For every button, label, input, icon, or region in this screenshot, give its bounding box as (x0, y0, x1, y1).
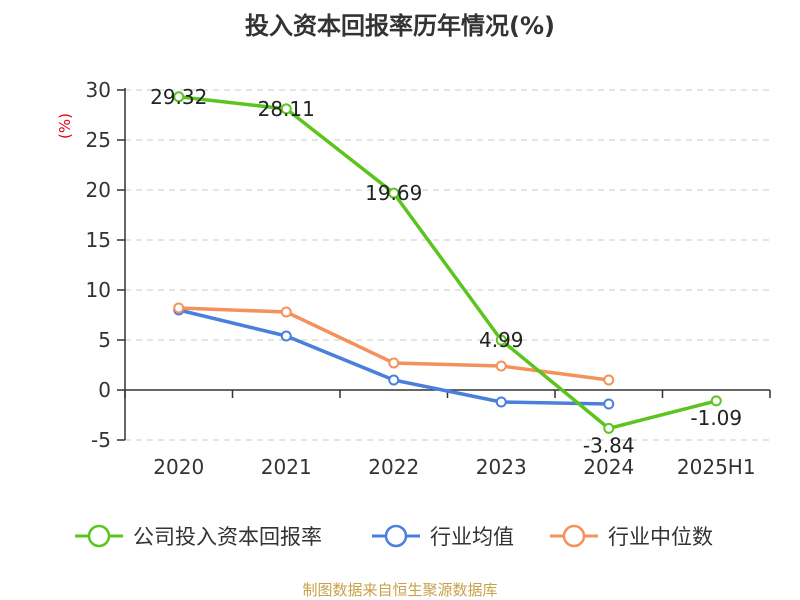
y-tick-label: 5 (98, 328, 111, 352)
source-note: 制图数据来自恒生聚源数据库 (302, 581, 497, 599)
x-tick-label: 2022 (368, 455, 419, 479)
data-point (710, 395, 722, 407)
x-tick-label: 2025H1 (677, 455, 756, 479)
legend-label: 公司投入资本回报率 (133, 525, 322, 549)
series (173, 91, 722, 434)
data-labels: 29.32 28.11 19.69 4.99 -3.84 -1.09 (150, 85, 742, 458)
x-tick-label: 2024 (583, 455, 634, 479)
y-tick-label: 15 (86, 228, 111, 252)
data-label: 4.99 (479, 328, 524, 352)
grid-lines (125, 89, 770, 441)
data-label: -1.09 (690, 406, 742, 430)
data-point (495, 360, 507, 372)
chart-title: 投入资本回报率历年情况(%) (245, 12, 555, 40)
legend-label: 行业均值 (430, 525, 514, 549)
series-line-2 (178, 306, 609, 382)
x-tick-label: 2023 (476, 455, 527, 479)
data-point (388, 357, 400, 369)
data-point (388, 187, 400, 199)
data-label: 28.11 (258, 97, 315, 121)
data-point (603, 374, 615, 386)
x-tick-label: 2020 (153, 455, 204, 479)
data-point (603, 398, 615, 410)
y-tick-label: 25 (86, 128, 111, 152)
y-tick-label: 0 (98, 378, 111, 402)
legend-swatch-marker (384, 524, 408, 548)
legend: 公司投入资本回报率 行业均值 行业中位数 (75, 524, 713, 549)
data-label: -3.84 (583, 433, 635, 457)
data-point (495, 396, 507, 408)
data-point (280, 330, 292, 342)
axes: 30 25 20 15 10 5 0 -5 2020 2021 2022 2023 2024 2025H1 (86, 78, 771, 479)
data-point (173, 302, 185, 314)
y-tick-label: -5 (91, 428, 111, 452)
data-point (388, 374, 400, 386)
y-tick-label: 10 (86, 278, 111, 302)
legend-swatch-marker (562, 524, 586, 548)
y-tick-label: 30 (86, 78, 111, 102)
series-line-0 (178, 95, 717, 431)
data-point (280, 306, 292, 318)
legend-label: 行业中位数 (608, 525, 713, 549)
data-point (173, 91, 185, 103)
legend-swatch-marker (87, 524, 111, 548)
y-tick-label: 20 (86, 178, 111, 202)
x-tick-label: 2021 (261, 455, 312, 479)
y-axis-label: (%) (56, 113, 74, 139)
data-label: 29.32 (150, 85, 207, 109)
data-point (280, 103, 292, 115)
data-point (495, 334, 507, 346)
data-point (603, 422, 615, 434)
data-label: 19.69 (365, 181, 422, 205)
